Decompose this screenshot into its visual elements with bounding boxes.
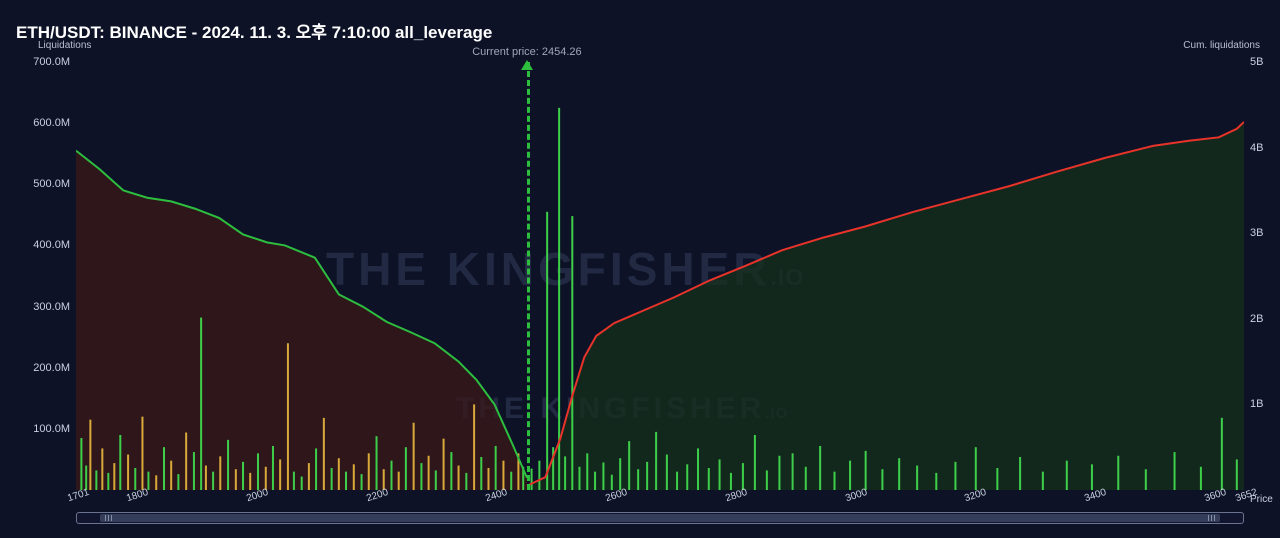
current-price-line	[527, 62, 530, 490]
y-left-tick: 500.0M	[33, 178, 76, 190]
y-left-tick: 400.0M	[33, 239, 76, 251]
x-tick: 1701	[65, 483, 91, 504]
y-left-tick: 100.0M	[33, 423, 76, 435]
chart-plot-area[interactable]: Current price: 2454.26 THE KINGFISHER.IO…	[76, 62, 1244, 490]
y-right-tick: 3B	[1244, 227, 1263, 239]
x-axis-label: Price	[1244, 490, 1273, 505]
left-axis-label: Liquidations	[38, 40, 91, 51]
current-price-label: Current price: 2454.26	[472, 46, 581, 58]
y-right-tick: 5B	[1244, 56, 1263, 68]
y-left-tick: 700.0M	[33, 56, 76, 68]
current-price-arrow-icon	[521, 60, 533, 70]
y-left-tick: 300.0M	[33, 301, 76, 313]
scrollbar-thumb[interactable]	[100, 514, 1219, 522]
y-left-tick: 200.0M	[33, 362, 76, 374]
y-right-tick: 2B	[1244, 313, 1263, 325]
chart-svg	[76, 62, 1244, 490]
y-left-tick: 600.0M	[33, 117, 76, 129]
price-range-scrollbar[interactable]	[76, 512, 1244, 524]
y-right-tick: 1B	[1244, 398, 1263, 410]
right-axis-label: Cum. liquidations	[1183, 40, 1260, 51]
y-right-tick: 4B	[1244, 142, 1263, 154]
